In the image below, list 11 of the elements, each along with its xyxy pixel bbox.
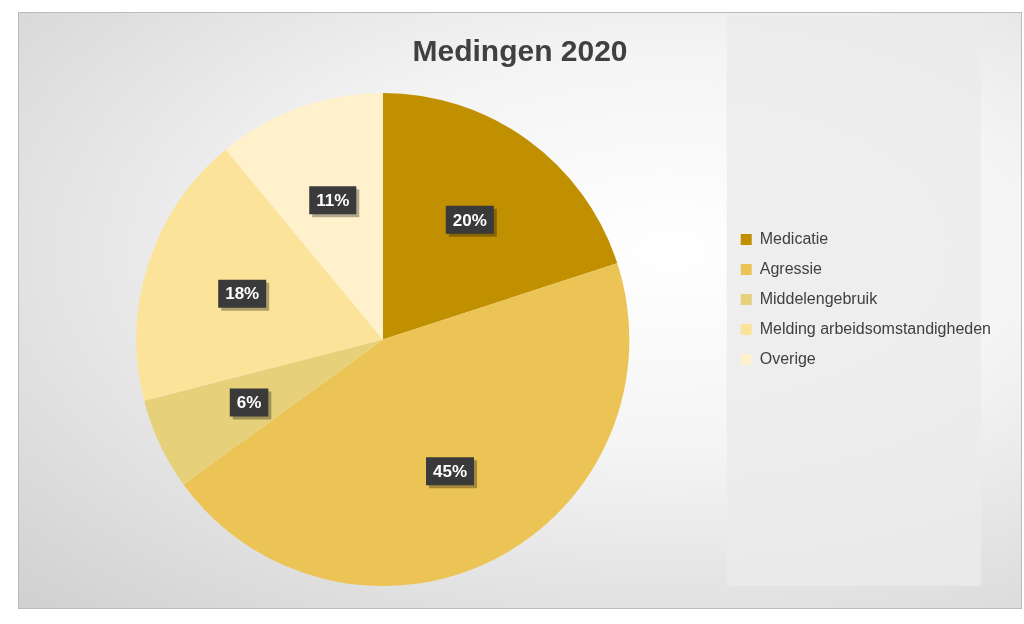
legend-label: Overige bbox=[759, 349, 816, 367]
data-label: 6% bbox=[236, 393, 262, 413]
legend-label: Medicatie bbox=[759, 229, 829, 247]
data-label: 20% bbox=[452, 210, 487, 230]
data-label: 18% bbox=[225, 284, 260, 304]
legend-label: Middelengebruik bbox=[759, 289, 879, 307]
legend-label: Agressie bbox=[759, 259, 823, 277]
data-label: 45% bbox=[433, 461, 468, 481]
legend-label: Melding arbeidsomstandigheden bbox=[759, 319, 991, 337]
data-label: 11% bbox=[316, 191, 350, 211]
chart-title: Medingen 2020 bbox=[412, 34, 628, 68]
